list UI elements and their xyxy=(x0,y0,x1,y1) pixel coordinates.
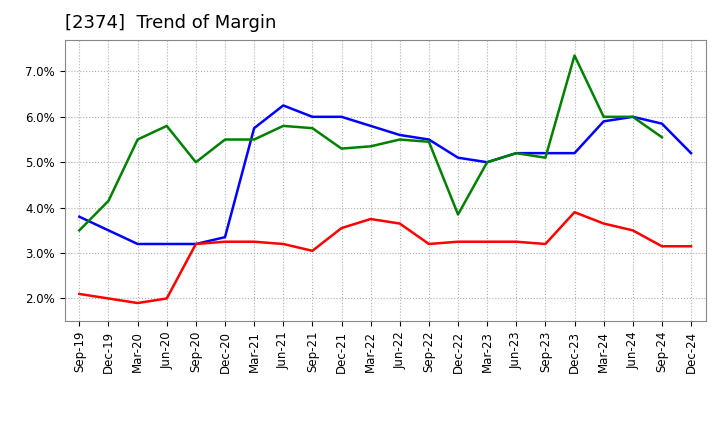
Net Income xyxy=(133,301,142,306)
Operating Cashflow xyxy=(279,123,287,128)
Ordinary Income xyxy=(425,137,433,142)
Ordinary Income xyxy=(541,150,550,156)
Ordinary Income xyxy=(75,214,84,220)
Line: Net Income: Net Income xyxy=(79,212,691,303)
Ordinary Income xyxy=(133,242,142,247)
Operating Cashflow xyxy=(657,135,666,140)
Net Income xyxy=(337,225,346,231)
Operating Cashflow xyxy=(570,53,579,58)
Ordinary Income xyxy=(687,150,696,156)
Net Income xyxy=(425,242,433,247)
Net Income xyxy=(220,239,229,244)
Operating Cashflow xyxy=(483,160,492,165)
Ordinary Income xyxy=(366,123,375,128)
Ordinary Income xyxy=(454,155,462,160)
Operating Cashflow xyxy=(220,137,229,142)
Operating Cashflow xyxy=(75,228,84,233)
Text: [2374]  Trend of Margin: [2374] Trend of Margin xyxy=(65,15,276,33)
Ordinary Income xyxy=(220,235,229,240)
Operating Cashflow xyxy=(104,198,113,203)
Operating Cashflow xyxy=(163,123,171,128)
Operating Cashflow xyxy=(337,146,346,151)
Ordinary Income xyxy=(337,114,346,119)
Ordinary Income xyxy=(308,114,317,119)
Ordinary Income xyxy=(192,242,200,247)
Net Income xyxy=(599,221,608,226)
Ordinary Income xyxy=(599,119,608,124)
Net Income xyxy=(512,239,521,244)
Ordinary Income xyxy=(163,242,171,247)
Net Income xyxy=(163,296,171,301)
Net Income xyxy=(541,242,550,247)
Net Income xyxy=(483,239,492,244)
Net Income xyxy=(629,228,637,233)
Ordinary Income xyxy=(629,114,637,119)
Ordinary Income xyxy=(395,132,404,138)
Line: Operating Cashflow: Operating Cashflow xyxy=(79,55,662,231)
Operating Cashflow xyxy=(425,139,433,144)
Operating Cashflow xyxy=(366,144,375,149)
Net Income xyxy=(75,291,84,297)
Net Income xyxy=(192,242,200,247)
Ordinary Income xyxy=(104,228,113,233)
Operating Cashflow xyxy=(250,137,258,142)
Operating Cashflow xyxy=(629,114,637,119)
Ordinary Income xyxy=(483,160,492,165)
Ordinary Income xyxy=(250,125,258,131)
Operating Cashflow xyxy=(192,160,200,165)
Operating Cashflow xyxy=(599,114,608,119)
Net Income xyxy=(657,244,666,249)
Ordinary Income xyxy=(512,150,521,156)
Ordinary Income xyxy=(279,103,287,108)
Net Income xyxy=(308,248,317,253)
Net Income xyxy=(366,216,375,222)
Net Income xyxy=(395,221,404,226)
Operating Cashflow xyxy=(395,137,404,142)
Operating Cashflow xyxy=(512,150,521,156)
Operating Cashflow xyxy=(541,155,550,160)
Net Income xyxy=(279,242,287,247)
Net Income xyxy=(104,296,113,301)
Operating Cashflow xyxy=(454,212,462,217)
Net Income xyxy=(454,239,462,244)
Line: Ordinary Income: Ordinary Income xyxy=(79,106,691,244)
Net Income xyxy=(687,244,696,249)
Ordinary Income xyxy=(570,150,579,156)
Net Income xyxy=(570,209,579,215)
Operating Cashflow xyxy=(308,125,317,131)
Operating Cashflow xyxy=(133,137,142,142)
Ordinary Income xyxy=(657,121,666,126)
Net Income xyxy=(250,239,258,244)
